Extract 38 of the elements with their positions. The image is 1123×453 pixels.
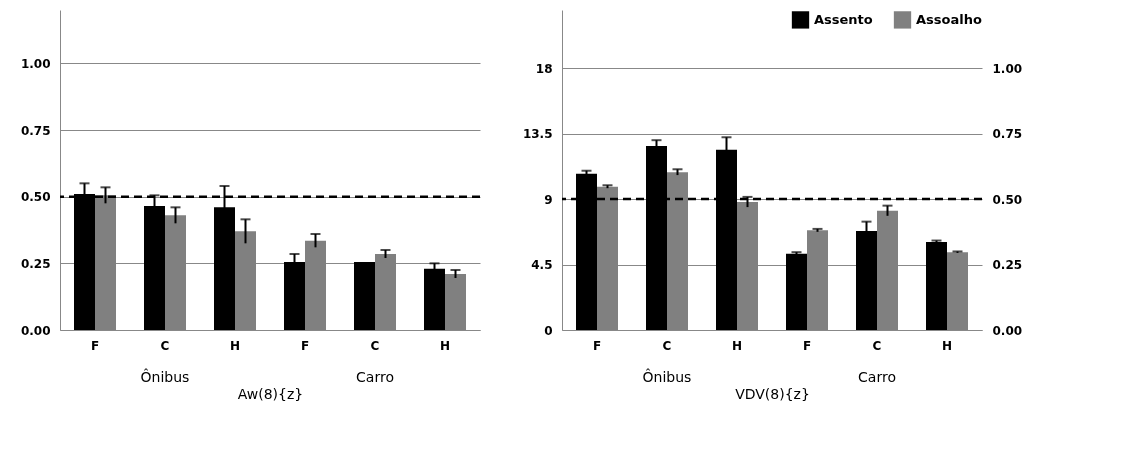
text: Ônibus [140,368,190,385]
legend-label: Assento [814,11,873,27]
y-tick-label: 13.5 [522,127,553,142]
y-tick-label: 1.00 [20,56,51,71]
x-tick-label: F [592,338,602,353]
x-axis-title: Aw(8){z} [237,385,304,402]
x-tick-label: F [802,338,812,353]
x-tick-label: H [229,338,241,353]
bar [354,262,375,330]
y-tick-label: 0.00 [20,323,51,338]
x-tick-label: C [160,338,170,353]
y-tick-label: 0.50 [20,190,51,205]
text: Carro [858,369,896,385]
text: Ônibus [642,368,692,385]
x-tick-label: F [300,338,310,353]
x-tick-label: C [872,338,882,353]
x-tick-label: F [90,338,100,353]
x-tick-label: C [662,338,672,353]
y2-tick-label: 0.50 [992,192,1023,207]
legend-label: Assoalho [916,11,982,27]
x-tick-label: H [439,338,451,353]
y2-tick-label: 1.00 [992,61,1023,76]
y2-tick-label: 0.75 [992,127,1023,142]
y2-tick-label: 0.25 [992,258,1023,273]
x-tick-label: H [941,338,953,353]
y-tick-label: 0.75 [20,123,51,138]
text: Carro [356,369,394,385]
y-tick-label: 9 [544,192,553,207]
y-tick-label: 0.25 [20,256,51,271]
bar [786,253,807,330]
x-tick-label: C [370,338,380,353]
x-axis-title: VDV(8){z} [735,385,810,402]
y-tick-label: 4.5 [531,258,553,273]
x-tick-label: H [731,338,743,353]
y2-tick-label: 0.00 [992,323,1023,338]
bar [424,268,445,330]
y-tick-label: 0 [544,323,553,338]
y-tick-label: 18 [535,61,553,76]
